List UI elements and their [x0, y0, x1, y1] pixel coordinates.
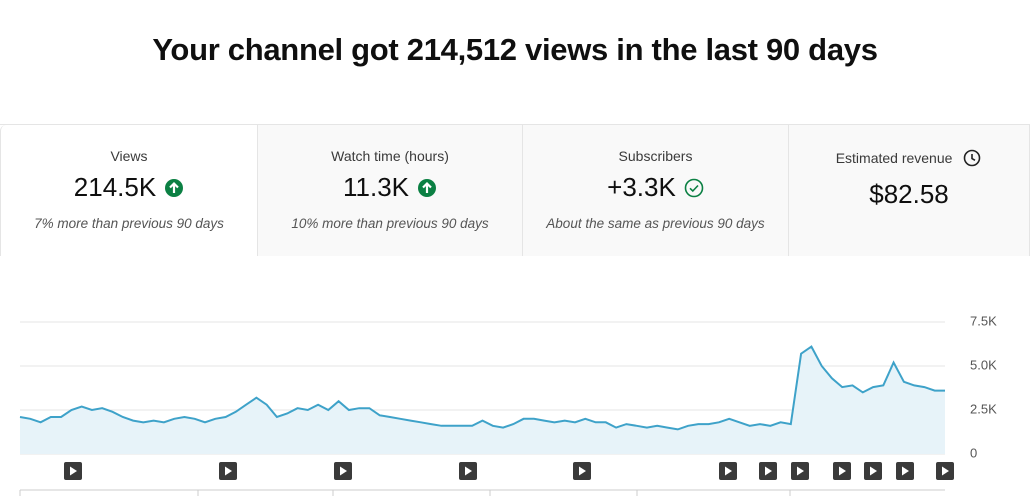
video-marker[interactable]: [833, 462, 851, 480]
video-marker[interactable]: [334, 462, 352, 480]
value-text: +3.3K: [607, 172, 676, 202]
label-text: Subscribers: [618, 148, 693, 164]
icon: [418, 178, 436, 197]
metric-card[interactable]: Estimated revenue $82.58: [789, 125, 1030, 256]
video-marker[interactable]: [219, 462, 237, 480]
area: [20, 346, 945, 454]
chart: 0 2.5K 5.0K 7.5K: [19, 313, 997, 496]
video-marker[interactable]: [573, 462, 591, 480]
icon: [165, 178, 184, 197]
icon: [684, 178, 704, 197]
video-marker[interactable]: [719, 462, 737, 480]
icon: [964, 149, 981, 167]
label-text: Watch time (hours): [331, 148, 449, 164]
video-marker[interactable]: [896, 462, 914, 480]
metric-note: 7% more than previous 90 days: [34, 216, 224, 231]
value-text: $82.58: [869, 179, 949, 209]
video-marker[interactable]: [864, 462, 882, 480]
metric-note: 10% more than previous 90 days: [291, 216, 489, 231]
value-text: 214.5K: [73, 172, 157, 202]
video-marker[interactable]: [759, 462, 777, 480]
video-marker[interactable]: [459, 462, 477, 480]
metric-value: 214.5K: [1, 172, 257, 203]
metric-card[interactable]: Views 214.5K 7% more than previous 90 days: [0, 125, 258, 256]
line: [19, 345, 945, 431]
y-tick-label: 7.5K: [970, 313, 997, 328]
headline: Your channel got 214,512 views in the la…: [152, 32, 878, 67]
label-text: Estimated revenue: [835, 150, 953, 167]
metric-value: 11.3K: [258, 172, 522, 203]
metric-card[interactable]: Watch time (hours) 11.3K 10% more than pre…: [258, 125, 523, 256]
video-marker[interactable]: [791, 462, 809, 480]
video-marker[interactable]: [64, 462, 82, 480]
y-tick-label: 2.5K: [970, 401, 997, 416]
metric-card[interactable]: Subscribers +3.3K About the same as previo…: [523, 125, 789, 256]
y-tick-label: 0: [970, 445, 977, 460]
metric-cards: Views 214.5K 7% more than previous 90 days…: [0, 124, 1030, 256]
video-marker[interactable]: [936, 462, 954, 480]
metric-value: $82.58: [789, 179, 1029, 210]
metric-value: +3.3K: [523, 172, 788, 203]
value-text: 11.3K: [342, 172, 409, 202]
metric-label: Estimated revenue: [789, 148, 1029, 171]
metric-note: About the same as previous 90 days: [546, 216, 765, 231]
metric-label: Watch time (hours): [258, 148, 522, 164]
metric-label: Views: [1, 148, 257, 164]
label-text: Views: [110, 148, 148, 164]
y-tick-label: 5.0K: [970, 357, 997, 372]
metric-label: Subscribers: [523, 148, 788, 164]
